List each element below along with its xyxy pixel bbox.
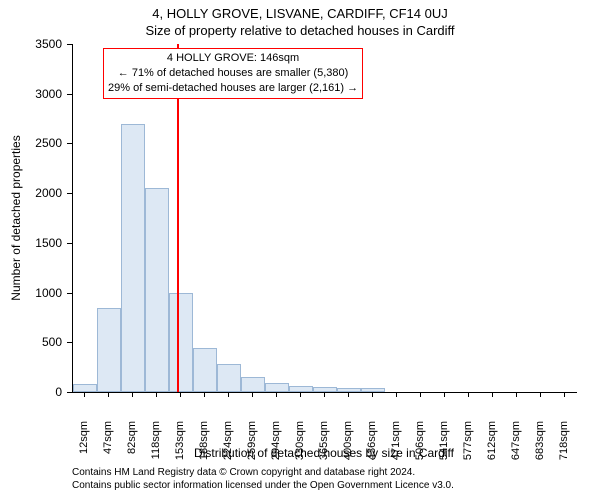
x-tick-label: 82sqm — [126, 421, 138, 463]
x-tick-mark — [156, 392, 157, 397]
x-tick-mark — [540, 392, 541, 397]
x-tick-mark — [108, 392, 109, 397]
x-tick-label: 436sqm — [366, 421, 378, 463]
y-tick-mark — [67, 293, 72, 294]
histogram-bar — [145, 188, 169, 392]
histogram-bar — [121, 124, 145, 392]
histogram-bar — [289, 386, 313, 392]
page-subtitle: Size of property relative to detached ho… — [0, 21, 600, 38]
x-tick-mark — [324, 392, 325, 397]
y-tick-label: 3000 — [0, 87, 62, 101]
x-tick-label: 153sqm — [174, 421, 186, 463]
histogram-bar — [361, 388, 385, 392]
y-tick-mark — [67, 342, 72, 343]
histogram-bar — [73, 384, 97, 392]
y-tick-mark — [67, 44, 72, 45]
x-tick-mark — [516, 392, 517, 397]
x-tick-mark — [564, 392, 565, 397]
x-tick-mark — [252, 392, 253, 397]
y-tick-label: 500 — [0, 335, 62, 349]
y-tick-mark — [67, 143, 72, 144]
x-tick-mark — [132, 392, 133, 397]
x-tick-label: 188sqm — [198, 421, 210, 463]
x-tick-label: 506sqm — [414, 421, 426, 463]
annotation-line: 29% of semi-detached houses are larger (… — [108, 81, 358, 96]
footer-credits: Contains HM Land Registry data © Crown c… — [72, 466, 454, 492]
x-tick-label: 259sqm — [246, 421, 258, 463]
annotation-box: 4 HOLLY GROVE: 146sqm← 71% of detached h… — [103, 48, 363, 99]
y-axis-label: Number of detached properties — [9, 135, 23, 300]
x-tick-label: 400sqm — [342, 421, 354, 463]
x-tick-label: 47sqm — [102, 421, 114, 463]
histogram-bar — [169, 293, 193, 392]
histogram-bar — [97, 308, 121, 393]
x-tick-label: 224sqm — [222, 421, 234, 463]
y-tick-label: 0 — [0, 385, 62, 399]
x-tick-mark — [84, 392, 85, 397]
x-tick-label: 541sqm — [438, 421, 450, 463]
x-tick-mark — [372, 392, 373, 397]
histogram-bar — [313, 387, 337, 392]
x-tick-label: 577sqm — [462, 421, 474, 463]
x-tick-mark — [492, 392, 493, 397]
y-tick-label: 2000 — [0, 186, 62, 200]
histogram-bar — [217, 364, 241, 392]
y-tick-mark — [67, 243, 72, 244]
x-tick-mark — [468, 392, 469, 397]
x-tick-label: 294sqm — [270, 421, 282, 463]
footer-line-1: Contains HM Land Registry data © Crown c… — [72, 466, 454, 479]
histogram-bar — [193, 348, 217, 392]
x-tick-label: 612sqm — [486, 421, 498, 463]
x-tick-label: 365sqm — [318, 421, 330, 463]
x-tick-mark — [228, 392, 229, 397]
y-tick-label: 1500 — [0, 236, 62, 250]
chart-plot-area: 4 HOLLY GROVE: 146sqm← 71% of detached h… — [72, 44, 577, 393]
x-tick-mark — [420, 392, 421, 397]
x-tick-mark — [276, 392, 277, 397]
histogram-bar — [337, 388, 361, 392]
y-tick-label: 2500 — [0, 136, 62, 150]
x-tick-mark — [300, 392, 301, 397]
x-tick-label: 330sqm — [294, 421, 306, 463]
x-tick-label: 683sqm — [534, 421, 546, 463]
page-title: 4, HOLLY GROVE, LISVANE, CARDIFF, CF14 0… — [0, 0, 600, 21]
y-tick-mark — [67, 392, 72, 393]
histogram-bar — [241, 377, 265, 392]
x-tick-label: 718sqm — [558, 421, 570, 463]
histogram-bar — [265, 383, 289, 392]
x-tick-label: 118sqm — [150, 421, 162, 463]
x-tick-label: 12sqm — [78, 421, 90, 463]
x-tick-label: 647sqm — [510, 421, 522, 463]
x-tick-mark — [180, 392, 181, 397]
y-tick-mark — [67, 94, 72, 95]
y-tick-label: 3500 — [0, 37, 62, 51]
annotation-line: ← 71% of detached houses are smaller (5,… — [108, 66, 358, 81]
x-tick-mark — [444, 392, 445, 397]
annotation-line: 4 HOLLY GROVE: 146sqm — [108, 51, 358, 66]
x-tick-label: 471sqm — [390, 421, 402, 463]
x-tick-mark — [348, 392, 349, 397]
footer-line-2: Contains public sector information licen… — [72, 479, 454, 492]
y-tick-mark — [67, 193, 72, 194]
y-tick-label: 1000 — [0, 286, 62, 300]
x-tick-mark — [396, 392, 397, 397]
x-tick-mark — [204, 392, 205, 397]
